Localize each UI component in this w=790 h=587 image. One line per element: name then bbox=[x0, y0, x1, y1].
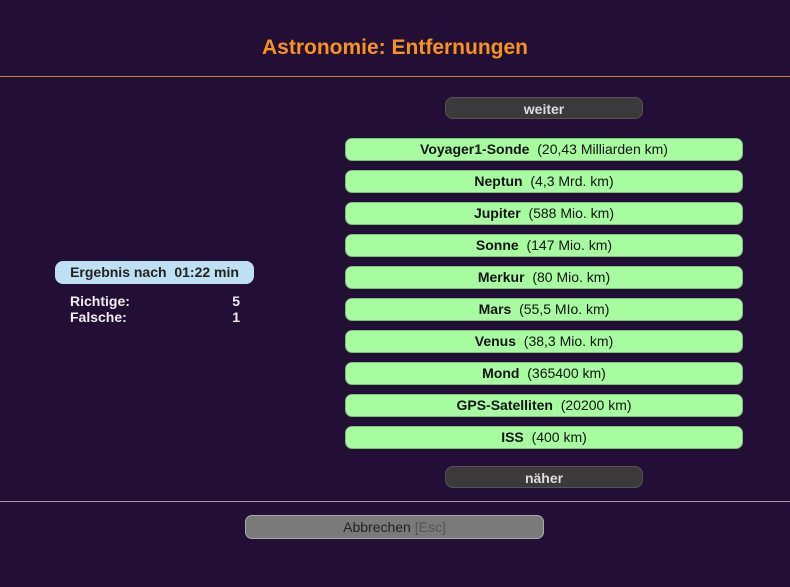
distance-item[interactable]: Voyager1-Sonde (20,43 Milliarden km) bbox=[345, 138, 743, 161]
result-time: 01:22 min bbox=[174, 264, 239, 280]
item-distance: (20,43 Milliarden km) bbox=[537, 141, 668, 157]
item-distance: (4,3 Mrd. km) bbox=[530, 173, 614, 189]
item-distance: (147 Mio. km) bbox=[526, 237, 613, 253]
distance-item[interactable]: Jupiter (588 Mio. km) bbox=[345, 202, 743, 225]
divider-bottom bbox=[0, 501, 790, 502]
item-name: Merkur bbox=[477, 269, 525, 285]
item-distance: (588 Mio. km) bbox=[528, 205, 615, 221]
result-label: Ergebnis nach bbox=[70, 264, 167, 280]
wrong-label: Falsche: bbox=[70, 309, 127, 325]
item-name: Voyager1-Sonde bbox=[420, 141, 530, 157]
item-name: Venus bbox=[474, 333, 516, 349]
page-title: Astronomie: Entfernungen bbox=[262, 36, 528, 59]
item-name: Sonne bbox=[475, 237, 519, 253]
item-name: Neptun bbox=[474, 173, 523, 189]
distance-item[interactable]: Mond (365400 km) bbox=[345, 362, 743, 385]
correct-label: Richtige: bbox=[70, 293, 130, 309]
distance-item[interactable]: Merkur (80 Mio. km) bbox=[345, 266, 743, 289]
item-name: Jupiter bbox=[473, 205, 521, 221]
item-distance: (20200 km) bbox=[560, 397, 632, 413]
item-name: ISS bbox=[501, 429, 524, 445]
wrong-value: 1 bbox=[232, 309, 240, 325]
result-badge: Ergebnis nach 01:22 min bbox=[55, 261, 254, 284]
cancel-shortcut: [Esc] bbox=[414, 519, 446, 535]
distance-item[interactable]: Mars (55,5 MIo. km) bbox=[345, 298, 743, 321]
item-distance: (55,5 MIo. km) bbox=[519, 301, 610, 317]
distance-item[interactable]: GPS-Satelliten (20200 km) bbox=[345, 394, 743, 417]
distance-item[interactable]: Sonne (147 Mio. km) bbox=[345, 234, 743, 257]
item-distance: (38,3 Mio. km) bbox=[523, 333, 614, 349]
item-distance: (365400 km) bbox=[527, 365, 606, 381]
item-name: Mars bbox=[478, 301, 512, 317]
closer-button[interactable]: näher bbox=[445, 466, 643, 488]
item-distance: (400 km) bbox=[531, 429, 587, 445]
correct-value: 5 bbox=[232, 293, 240, 309]
item-distance: (80 Mio. km) bbox=[532, 269, 611, 285]
cancel-button[interactable]: Abbrechen [Esc] bbox=[245, 515, 544, 539]
item-name: GPS-Satelliten bbox=[456, 397, 553, 413]
wrong-count-row: Falsche: 1 bbox=[70, 309, 240, 325]
distance-item[interactable]: Neptun (4,3 Mrd. km) bbox=[345, 170, 743, 193]
correct-count-row: Richtige: 5 bbox=[70, 293, 240, 309]
further-button[interactable]: weiter bbox=[445, 97, 643, 119]
distance-item[interactable]: Venus (38,3 Mio. km) bbox=[345, 330, 743, 353]
divider-top bbox=[0, 76, 790, 77]
cancel-label: Abbrechen bbox=[343, 519, 411, 535]
item-name: Mond bbox=[482, 365, 520, 381]
distance-item[interactable]: ISS (400 km) bbox=[345, 426, 743, 449]
